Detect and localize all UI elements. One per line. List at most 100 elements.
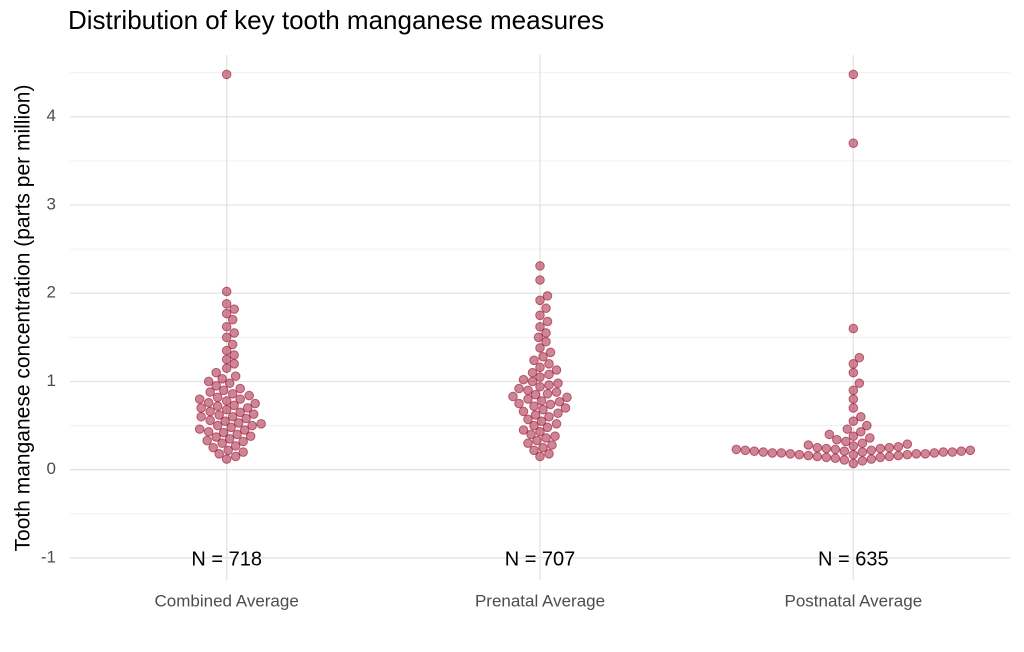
data-point xyxy=(227,389,238,399)
data-point xyxy=(227,314,238,325)
data-point xyxy=(527,367,538,378)
data-point xyxy=(832,434,842,445)
data-point xyxy=(514,398,524,409)
data-point xyxy=(902,439,913,449)
data-point xyxy=(731,444,742,455)
data-point xyxy=(235,383,245,394)
data-point xyxy=(758,447,769,457)
data-point xyxy=(221,454,232,464)
data-point xyxy=(211,367,221,378)
data-point xyxy=(230,451,241,462)
data-point xyxy=(542,389,553,399)
data-point xyxy=(541,303,551,314)
data-point xyxy=(221,286,232,297)
data-point xyxy=(875,443,886,454)
data-point xyxy=(875,452,886,463)
data-point xyxy=(803,450,814,461)
data-point xyxy=(884,451,895,462)
data-point xyxy=(848,367,859,378)
data-point xyxy=(544,369,554,380)
annotation: N = 635 xyxy=(818,548,889,570)
data-point xyxy=(244,390,254,401)
annotation: N = 707 xyxy=(505,548,576,570)
data-point xyxy=(221,308,232,319)
data-point xyxy=(544,359,554,369)
y-tick-label: 4 xyxy=(47,106,56,125)
data-point xyxy=(824,429,835,440)
data-point xyxy=(535,426,545,437)
data-point xyxy=(562,392,572,403)
data-point xyxy=(544,449,554,459)
data-point xyxy=(529,420,539,431)
data-point xyxy=(224,378,235,389)
data-point xyxy=(223,445,233,456)
data-point xyxy=(938,447,949,457)
data-point xyxy=(224,434,235,444)
data-point xyxy=(535,362,545,373)
data-point xyxy=(212,392,223,403)
chart-title: Distribution of key tooth manganese meas… xyxy=(68,5,604,35)
data-point xyxy=(226,422,236,433)
data-point xyxy=(238,436,248,447)
data-point xyxy=(538,351,548,362)
data-point xyxy=(547,440,557,450)
data-point xyxy=(866,445,877,456)
data-point xyxy=(542,422,553,433)
data-point xyxy=(221,69,232,80)
data-point xyxy=(947,447,958,457)
data-point xyxy=(535,261,545,271)
data-point xyxy=(920,449,931,459)
data-point xyxy=(242,403,253,413)
data-point xyxy=(518,406,529,417)
data-point xyxy=(221,345,232,356)
data-point xyxy=(239,425,250,435)
data-point xyxy=(854,378,865,389)
data-point xyxy=(221,299,232,309)
data-point xyxy=(544,411,554,422)
data-point xyxy=(217,374,227,384)
data-point xyxy=(214,410,224,420)
data-point xyxy=(245,431,256,441)
data-point xyxy=(535,372,545,382)
data-point xyxy=(523,385,533,396)
data-point xyxy=(526,429,536,440)
data-point xyxy=(776,448,787,458)
data-point xyxy=(218,385,229,396)
data-point xyxy=(194,424,205,434)
data-point xyxy=(785,449,796,459)
data-point xyxy=(535,275,545,285)
data-point xyxy=(230,441,241,451)
data-point xyxy=(803,440,814,450)
data-point xyxy=(965,445,976,456)
data-point xyxy=(848,323,859,334)
data-point xyxy=(523,438,533,449)
data-point xyxy=(862,420,872,431)
x-tick-label: Postnatal Average xyxy=(784,591,922,610)
data-point xyxy=(530,389,541,400)
data-point xyxy=(538,404,548,415)
data-point xyxy=(842,424,853,434)
data-point xyxy=(235,394,245,404)
data-point xyxy=(211,381,221,391)
annotation: N = 718 xyxy=(191,548,262,570)
data-point xyxy=(238,447,248,457)
data-point xyxy=(214,449,224,459)
data-point xyxy=(884,442,895,453)
data-point xyxy=(538,442,548,453)
data-point xyxy=(956,446,967,456)
data-point xyxy=(839,446,850,456)
data-point xyxy=(235,407,245,418)
data-point xyxy=(535,321,545,332)
data-point xyxy=(523,414,533,425)
data-point xyxy=(544,380,554,390)
data-point xyxy=(911,449,922,459)
data-point xyxy=(529,355,539,366)
data-point xyxy=(841,436,851,447)
data-point xyxy=(230,371,241,381)
data-point xyxy=(202,435,212,446)
data-point xyxy=(256,419,266,429)
data-point xyxy=(541,328,551,338)
data-point xyxy=(205,415,215,426)
data-point xyxy=(848,138,859,149)
